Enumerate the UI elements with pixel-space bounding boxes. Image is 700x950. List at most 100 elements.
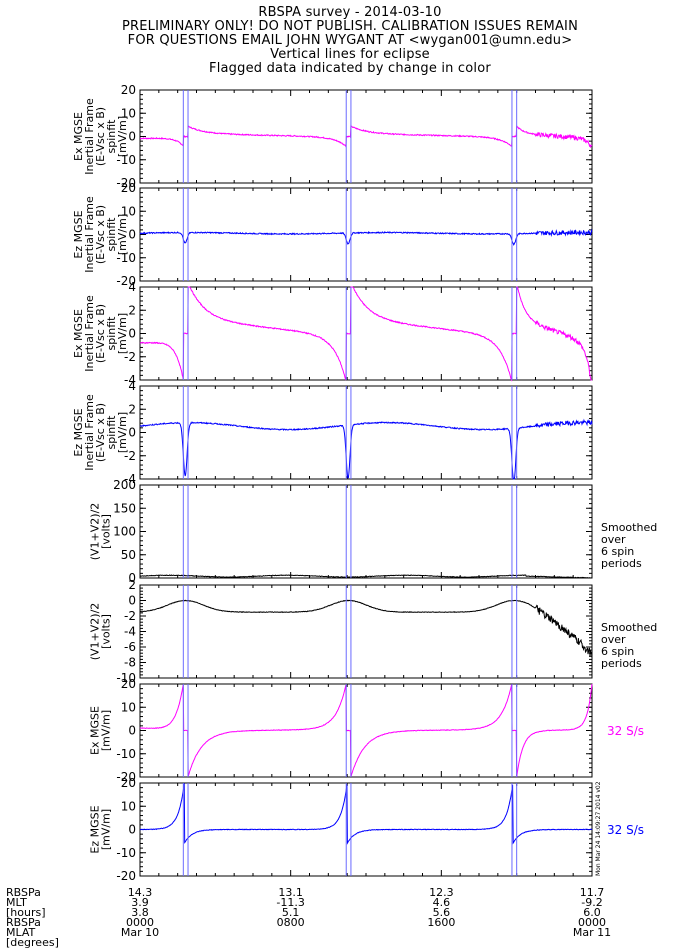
data-series-line <box>139 286 592 382</box>
y-axis-label-line: spinfit <box>105 316 118 351</box>
y-axis-label-line: Inertial Frame <box>83 295 96 372</box>
y-tick-label: 0 <box>128 571 136 585</box>
data-series-line <box>139 683 593 778</box>
timestamp-stamp: Mon Mar 24 14:09:27 2014 v02 <box>595 781 602 876</box>
footer-value: -11.3 <box>276 896 305 909</box>
y-axis-label-line: (E-Vsc x B) <box>94 107 107 166</box>
y-axis-label-line: Inertial Frame <box>83 394 96 471</box>
y-tick-label: 10 <box>121 204 136 218</box>
footer-row-label: RBSPa <box>6 886 41 899</box>
sample-rate-label: 32 S/s <box>607 822 644 837</box>
panel-frame <box>139 286 593 381</box>
footer-value: 0000 <box>578 916 606 929</box>
y-tick-label: -20 <box>116 869 136 883</box>
y-axis-label: Ez MGSE[mV/m] <box>89 805 113 853</box>
y-tick-label: -6 <box>124 640 136 654</box>
y-tick-label: 200 <box>113 478 136 492</box>
y-tick-label: 20 <box>121 83 136 97</box>
footer-row-label: MLT <box>6 896 27 909</box>
y-tick-label: 0 <box>128 823 136 837</box>
y-axis-label: (V1+V2)/2[volts] <box>89 603 113 661</box>
y-axis-label-line: Ex MGSE <box>72 309 85 358</box>
y-tick-label: 20 <box>121 776 136 790</box>
y-axis-label-line: spinfit <box>105 119 118 154</box>
y-tick-label: -10 <box>116 671 136 685</box>
y-axis-label-line: Ez MGSE <box>89 805 102 853</box>
y-tick-label: 4 <box>128 379 136 393</box>
y-tick-label: -4 <box>124 373 136 387</box>
smoothing-note: Smoothed <box>601 520 658 534</box>
y-tick-label: 0 <box>128 130 136 144</box>
y-axis-label: (V1+V2)/2[volts] <box>89 503 113 561</box>
y-tick-label: 0 <box>128 594 136 608</box>
y-tick-label: 0 <box>128 327 136 341</box>
smoothing-note: over <box>601 632 626 646</box>
y-tick-label: -10 <box>116 747 136 761</box>
footer-value: 1600 <box>427 916 456 929</box>
smoothing-note: periods <box>601 556 642 570</box>
footer-value: 5.1 <box>281 906 300 919</box>
y-tick-label: 10 <box>121 700 136 714</box>
y-axis-label-line: (V1+V2)/2 <box>89 503 102 561</box>
footer-value: 0000 <box>126 916 154 929</box>
smoothing-note: Smoothed <box>601 620 658 634</box>
title-line: FOR QUESTIONS EMAIL JOHN WYGANT AT <wyga… <box>127 33 573 48</box>
panel-frame <box>139 782 593 877</box>
y-tick-label: 0 <box>128 426 136 440</box>
footer-value: 11.7 <box>579 886 605 899</box>
panel-frame <box>139 584 593 679</box>
y-tick-label: 20 <box>121 677 136 691</box>
footer-row-label: MLAT <box>6 926 36 939</box>
y-axis-label-line: [mV/m] <box>116 116 129 157</box>
y-tick-label: 2 <box>128 303 136 317</box>
y-axis-label-line: [mV/m] <box>116 313 129 354</box>
y-tick-label: 2 <box>128 578 136 592</box>
footer-row-label: [hours] <box>6 906 46 919</box>
y-tick-label: -10 <box>116 846 136 860</box>
title-line: RBSPA survey - 2014-03-10 <box>258 5 442 20</box>
footer-value: 3.8 <box>131 906 149 919</box>
footer-value: 14.3 <box>127 886 153 899</box>
smoothing-note: periods <box>601 656 642 670</box>
panel-frame <box>139 385 593 480</box>
smoothing-note: 6 spin <box>601 544 635 558</box>
y-axis-label-line: [volts] <box>100 514 113 549</box>
y-tick-label: 50 <box>121 548 136 562</box>
panel-frame <box>139 187 593 282</box>
y-tick-label: -4 <box>124 472 136 486</box>
y-axis-label-line: [mV/m] <box>100 809 113 850</box>
footer-value: 3.9 <box>131 896 149 909</box>
y-axis-label-line: spinfit <box>105 217 118 252</box>
footer-value: 13.1 <box>278 886 303 899</box>
y-axis-label-line: Ex MGSE <box>72 112 85 161</box>
sample-rate-label: 32 S/s <box>607 723 644 738</box>
y-tick-label: 4 <box>128 280 136 294</box>
panel-frame <box>139 89 593 184</box>
y-axis-label-line: [mV/m] <box>100 710 113 751</box>
data-series-line <box>139 599 593 659</box>
y-tick-label: 0 <box>128 228 136 242</box>
y-tick-label: 2 <box>128 402 136 416</box>
y-tick-label: -10 <box>116 153 136 167</box>
y-axis-label-line: (E-Vsc x B) <box>94 205 107 264</box>
panel-frame <box>139 683 593 778</box>
y-axis-label-line: Ex MGSE <box>89 706 102 755</box>
footer-value: 5.6 <box>432 906 451 919</box>
y-tick-label: -2 <box>124 609 136 623</box>
footer-value: 12.3 <box>429 886 454 899</box>
chart-title-block: RBSPA survey - 2014-03-10 PRELIMINARY ON… <box>0 6 700 76</box>
y-tick-label: 10 <box>121 799 136 813</box>
y-axis-label-line: (V1+V2)/2 <box>89 603 102 661</box>
footer-value: Mar 11 <box>572 926 612 939</box>
y-tick-label: 10 <box>121 106 136 120</box>
y-tick-label: -2 <box>124 449 136 463</box>
footer-value: 0800 <box>276 916 305 929</box>
y-tick-label: 0 <box>128 724 136 738</box>
footer-value: 4.6 <box>432 896 451 909</box>
y-axis-label-line: [mV/m] <box>116 412 129 453</box>
